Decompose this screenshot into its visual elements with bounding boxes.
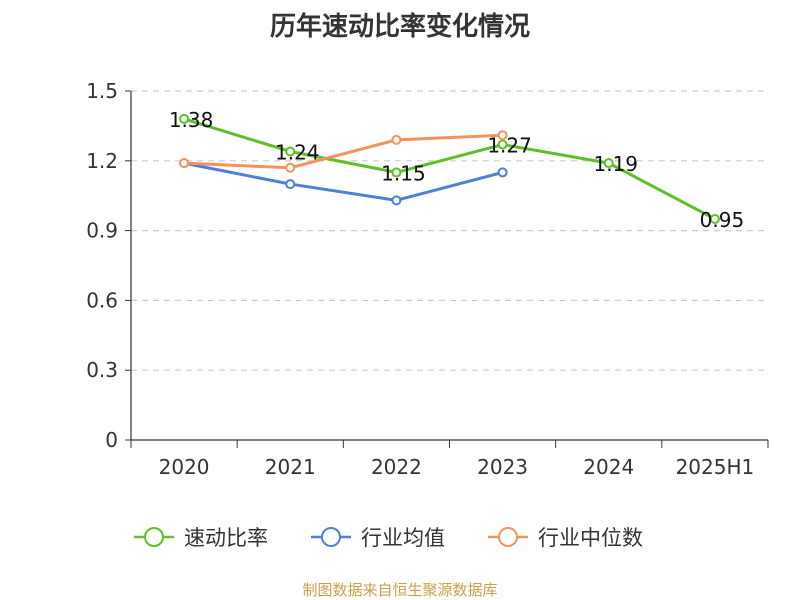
- data-point: [285, 179, 296, 190]
- data-point: [179, 113, 190, 124]
- legend-label: 行业均值: [361, 526, 445, 550]
- source-note: 制图数据来自恒生聚源数据库: [302, 581, 498, 599]
- data-point: [497, 130, 508, 141]
- data-point: [603, 158, 614, 169]
- y-tick-label: 1.2: [86, 149, 118, 173]
- y-tick-label: 1.5: [86, 79, 118, 103]
- legend-item[interactable]: 行业中位数: [488, 526, 643, 550]
- data-point: [391, 195, 402, 206]
- data-label: 1.24: [275, 140, 320, 164]
- y-tick-label: 0.3: [86, 358, 118, 382]
- grid-lines: [131, 90, 768, 371]
- data-label: 1.27: [487, 134, 532, 158]
- legend-item[interactable]: 速动比率: [134, 526, 268, 550]
- legend-label: 速动比率: [184, 526, 268, 550]
- legend-marker-icon: [321, 527, 341, 547]
- data-label: 1.38: [169, 108, 214, 132]
- legend-marker-icon: [144, 527, 164, 547]
- y-tick-label: 0.9: [86, 219, 118, 243]
- data-label: 0.95: [700, 208, 745, 232]
- x-tick-label: 2025H1: [676, 455, 755, 479]
- x-tick-label: 2020: [159, 455, 210, 479]
- y-tick-label: 0: [105, 428, 118, 452]
- data-point: [709, 213, 720, 224]
- series-line-1: [182, 161, 505, 202]
- x-tick-label: 2022: [371, 455, 422, 479]
- y-tick-label: 0.6: [86, 288, 118, 312]
- data-point: [391, 167, 402, 178]
- data-label: 1.19: [593, 152, 638, 176]
- legend-marker-icon: [498, 527, 518, 547]
- data-point: [497, 139, 508, 150]
- legend: 速动比率 行业均值 行业中位数: [134, 526, 643, 550]
- series-line-2: [182, 133, 505, 170]
- legend-item[interactable]: 行业均值: [311, 526, 445, 550]
- x-tick-label: 2021: [265, 455, 316, 479]
- series-line-0: [182, 117, 717, 221]
- data-point: [285, 162, 296, 173]
- axes: 0 0.3 0.6 0.9 1.2 1.5 2020 2021 2022 2023 2024 2025…: [86, 79, 769, 479]
- data-point: [497, 167, 508, 178]
- data-point: [391, 134, 402, 145]
- data-point: [285, 146, 296, 157]
- legend-label: 行业中位数: [538, 526, 643, 550]
- data-label: 1.15: [381, 161, 426, 185]
- chart-title: 历年速动比率变化情况: [269, 12, 530, 42]
- data-labels: 1.38 1.24 1.15 1.27 1.19 0.95: [169, 108, 744, 232]
- series-lines: [179, 113, 720, 224]
- x-tick-label: 2024: [583, 455, 634, 479]
- data-point: [179, 158, 190, 169]
- x-tick-label: 2023: [477, 455, 528, 479]
